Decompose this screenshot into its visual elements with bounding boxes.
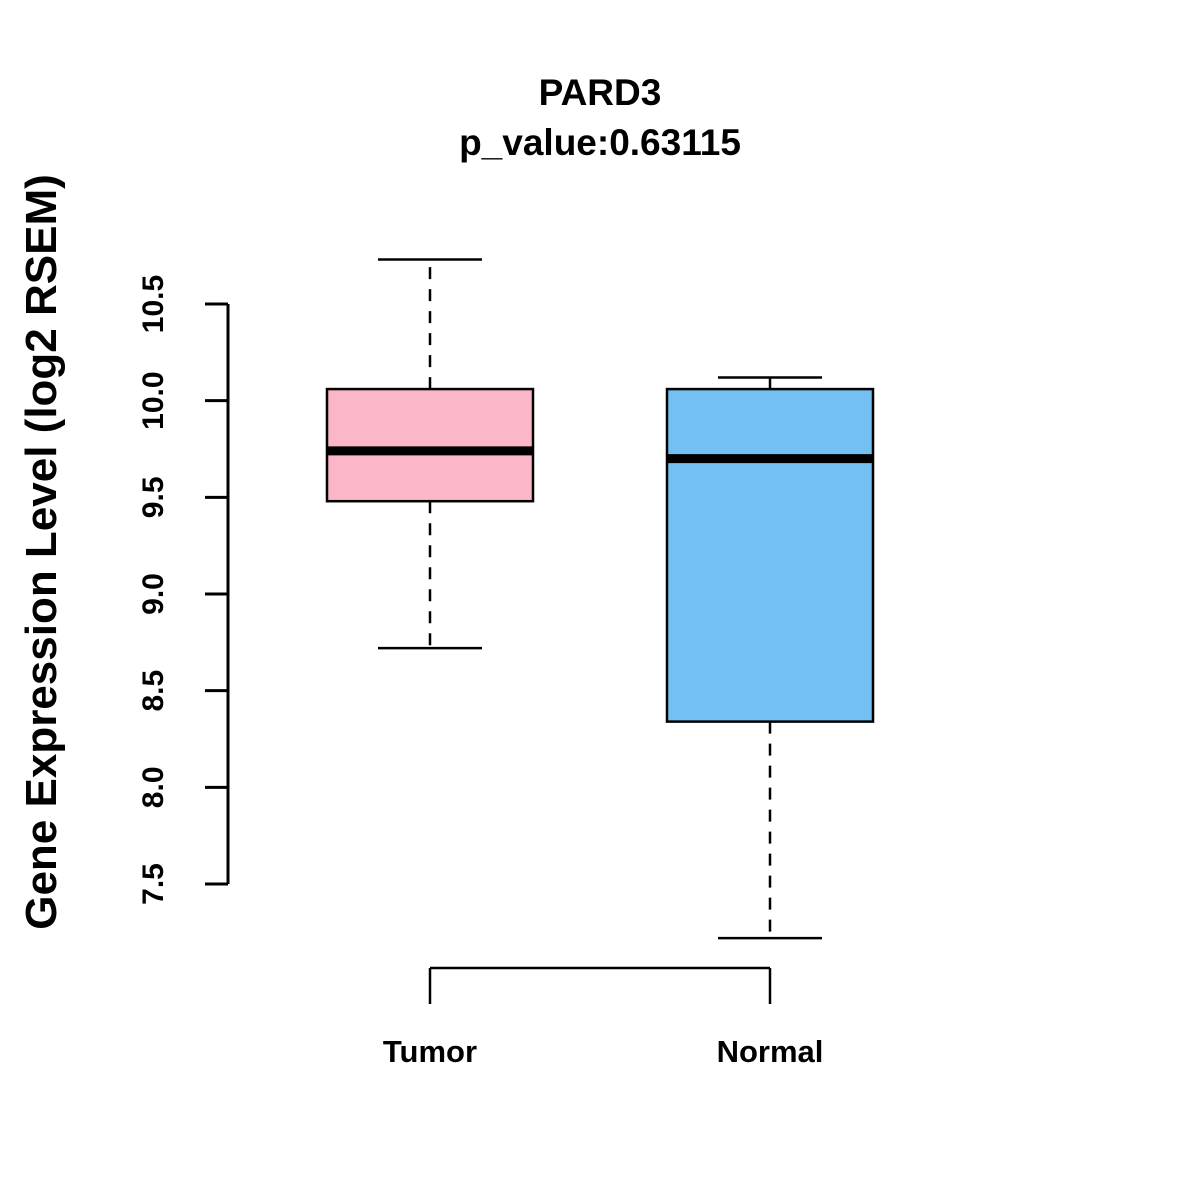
title-block: PARD3 p_value:0.63115 xyxy=(0,68,1200,168)
y-tick-label: 7.5 xyxy=(137,863,170,905)
box-tumor xyxy=(325,387,535,503)
y-tick-label: 9.0 xyxy=(137,573,170,615)
chart-title: PARD3 xyxy=(538,72,662,113)
y-tick-label: 8.0 xyxy=(137,766,170,808)
box-normal xyxy=(665,387,875,723)
y-tick-label: 8.5 xyxy=(137,670,170,712)
category-label: Normal xyxy=(717,1034,824,1069)
category-label: Tumor xyxy=(383,1034,477,1069)
chart-subtitle: p_value:0.63115 xyxy=(459,121,741,163)
y-tick-label: 10.0 xyxy=(137,371,170,429)
y-tick-label: 10.5 xyxy=(137,275,170,333)
y-tick-label: 9.5 xyxy=(137,476,170,518)
